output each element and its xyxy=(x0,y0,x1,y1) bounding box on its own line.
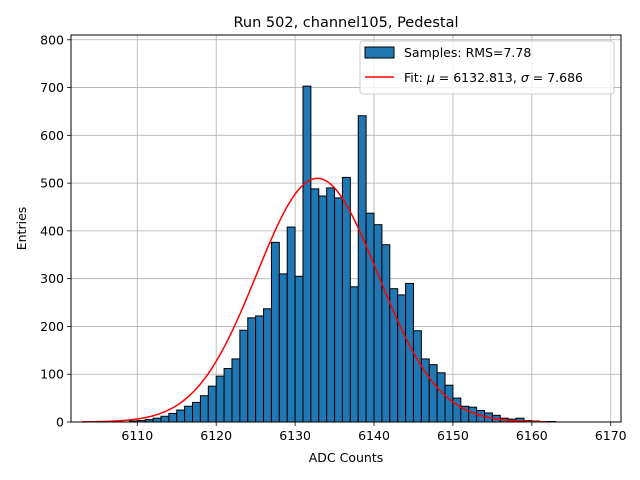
legend-label-samples: Samples: RMS=7.78 xyxy=(404,45,531,60)
histogram-bar xyxy=(365,212,375,423)
histogram-bar xyxy=(286,226,296,423)
fit-prefix: Fit: xyxy=(404,70,427,85)
histogram-bar xyxy=(357,115,367,423)
histogram-bar xyxy=(215,375,225,423)
histogram-bar xyxy=(373,224,383,423)
histogram-bar xyxy=(168,412,178,423)
fit-sigma-value: 7.686 xyxy=(547,70,583,85)
histogram-bar xyxy=(247,317,257,423)
histogram-bar xyxy=(310,188,320,423)
histogram-bar xyxy=(192,401,201,423)
chart-title: Run 502, channel105, Pedestal xyxy=(233,15,458,31)
x-tick-label: 6120 xyxy=(200,428,232,443)
y-tick-label: 0 xyxy=(56,415,64,430)
histogram-bar xyxy=(231,358,241,423)
fit-mu-value: 6132.813 xyxy=(453,70,513,85)
y-tick-label: 200 xyxy=(40,319,64,334)
histogram-bar xyxy=(349,286,359,423)
y-tick-label: 800 xyxy=(40,32,64,47)
histogram-bars xyxy=(97,85,557,423)
histogram-bar xyxy=(326,187,336,423)
histogram-bar xyxy=(160,415,170,423)
histogram-bar xyxy=(334,197,343,423)
legend-label-fit: Fit: μ = 6132.813, σ = 7.686 xyxy=(404,70,583,85)
histogram-bar xyxy=(412,330,422,423)
histogram-bar xyxy=(428,364,438,423)
plot-frame xyxy=(70,34,622,423)
histogram-bar xyxy=(223,367,233,423)
y-axis-label: Entries xyxy=(14,207,29,251)
x-axis-label: ADC Counts xyxy=(309,450,384,465)
histogram-bar xyxy=(207,385,217,423)
histogram-bar xyxy=(405,282,414,423)
histogram-bar xyxy=(278,273,288,423)
y-tick-label: 700 xyxy=(40,80,64,95)
histogram-bar xyxy=(152,417,162,423)
y-tick-label: 100 xyxy=(40,367,64,382)
x-tick-label: 6140 xyxy=(358,428,390,443)
x-tick-label: 6170 xyxy=(595,428,627,443)
histogram-bar xyxy=(436,372,446,423)
histogram-bar xyxy=(263,308,272,423)
x-tick-label: 6150 xyxy=(437,428,469,443)
x-tick-label: 6130 xyxy=(279,428,311,443)
histogram-bar xyxy=(199,395,209,423)
x-tick-label: 6160 xyxy=(516,428,548,443)
histogram-bar xyxy=(381,244,391,423)
x-axis-ticks: 6110 6120 6130 6140 6150 6160 6170 xyxy=(121,422,627,443)
histogram-bar xyxy=(176,409,186,423)
y-tick-label: 500 xyxy=(40,176,64,191)
histogram-bar xyxy=(255,315,265,423)
x-tick-label: 6110 xyxy=(121,428,153,443)
histogram-bar xyxy=(302,85,312,423)
histogram-bar xyxy=(184,405,194,423)
y-tick-label: 400 xyxy=(40,223,64,238)
histogram-bar xyxy=(341,176,351,423)
histogram-bar xyxy=(389,288,399,423)
histogram-bar xyxy=(294,275,304,423)
histogram-bar xyxy=(239,329,249,423)
histogram-bar xyxy=(452,397,462,423)
histogram-bar xyxy=(444,384,454,423)
histogram-bar xyxy=(318,195,328,423)
legend: Samples: RMS=7.78 Fit: μ = 6132.813, σ =… xyxy=(359,40,615,95)
histogram-bar xyxy=(397,294,407,423)
fit-sigma-symbol: σ xyxy=(521,70,530,85)
legend-swatch-samples xyxy=(364,46,395,59)
fit-mu-symbol: μ xyxy=(426,70,435,85)
legend-box xyxy=(359,40,615,95)
histogram-bar xyxy=(270,241,280,423)
y-tick-label: 600 xyxy=(40,128,64,143)
gaussian-fit-curve xyxy=(82,177,548,423)
y-axis-ticks: 0 100 200 300 400 500 600 700 800 xyxy=(40,32,71,430)
y-tick-label: 300 xyxy=(40,271,64,286)
